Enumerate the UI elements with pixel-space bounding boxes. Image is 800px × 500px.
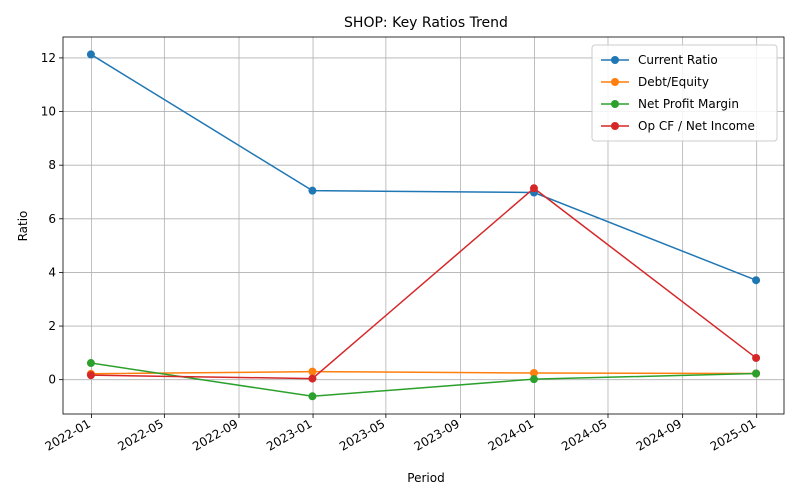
y-tick-label: 4 bbox=[48, 265, 56, 279]
legend-label: Current Ratio bbox=[638, 53, 718, 67]
series-lines bbox=[86, 50, 761, 401]
x-tick-label: 2024-01 bbox=[486, 416, 536, 453]
x-tick-label: 2022-09 bbox=[190, 416, 240, 453]
chart-title: SHOP: Key Ratios Trend bbox=[344, 15, 508, 31]
x-tick-label: 2024-05 bbox=[559, 416, 609, 453]
legend-swatch-marker bbox=[611, 56, 619, 64]
y-tick-label: 2 bbox=[48, 319, 56, 333]
x-tick-label: 2023-01 bbox=[264, 416, 314, 453]
series-line-3 bbox=[90, 187, 757, 380]
legend-swatch-marker bbox=[611, 78, 619, 86]
y-axis-ticks: 0 2 4 6 8 10 12 bbox=[41, 51, 63, 387]
y-tick-label: 6 bbox=[48, 212, 56, 226]
legend-swatch-marker bbox=[611, 100, 619, 108]
y-axis-title: Ratio bbox=[16, 211, 30, 242]
x-axis-title: Period bbox=[407, 471, 444, 485]
x-tick-label: 2023-05 bbox=[337, 416, 387, 453]
data-point bbox=[752, 276, 761, 285]
series-line-1 bbox=[90, 370, 757, 375]
x-tick-label: 2022-05 bbox=[115, 416, 165, 453]
data-point bbox=[308, 392, 317, 401]
x-axis-ticks: 2022-01 2022-05 2022-09 2023-01 2023-05 2023-… bbox=[43, 414, 758, 454]
data-point bbox=[86, 359, 95, 368]
data-point bbox=[529, 184, 538, 193]
legend: Current Ratio Debt/Equity Net Profit Margi… bbox=[591, 44, 778, 142]
series-line-0 bbox=[90, 53, 757, 281]
x-tick-label: 2022-01 bbox=[43, 416, 93, 453]
data-point bbox=[529, 375, 538, 384]
data-point bbox=[86, 50, 95, 59]
legend-label: Net Profit Margin bbox=[638, 97, 739, 111]
legend-label: Op CF / Net Income bbox=[638, 119, 755, 133]
data-point bbox=[308, 374, 317, 383]
data-point bbox=[529, 368, 538, 377]
y-tick-label: 8 bbox=[48, 158, 56, 172]
data-point bbox=[308, 186, 317, 195]
series-line-2 bbox=[90, 362, 757, 398]
data-point bbox=[308, 367, 317, 376]
x-tick-label: 2023-09 bbox=[412, 416, 462, 453]
y-tick-label: 12 bbox=[41, 51, 56, 65]
data-point bbox=[752, 353, 761, 362]
x-tick-label: 2025-01 bbox=[708, 416, 758, 453]
legend-swatch-marker bbox=[611, 122, 619, 130]
y-tick-label: 0 bbox=[48, 373, 56, 387]
y-tick-label: 10 bbox=[41, 105, 56, 119]
data-point bbox=[752, 369, 761, 378]
legend-box bbox=[591, 44, 778, 142]
data-point bbox=[86, 371, 95, 380]
legend-label: Debt/Equity bbox=[638, 75, 709, 89]
plot-area-frame bbox=[62, 36, 785, 415]
x-tick-label: 2024-09 bbox=[634, 416, 684, 453]
